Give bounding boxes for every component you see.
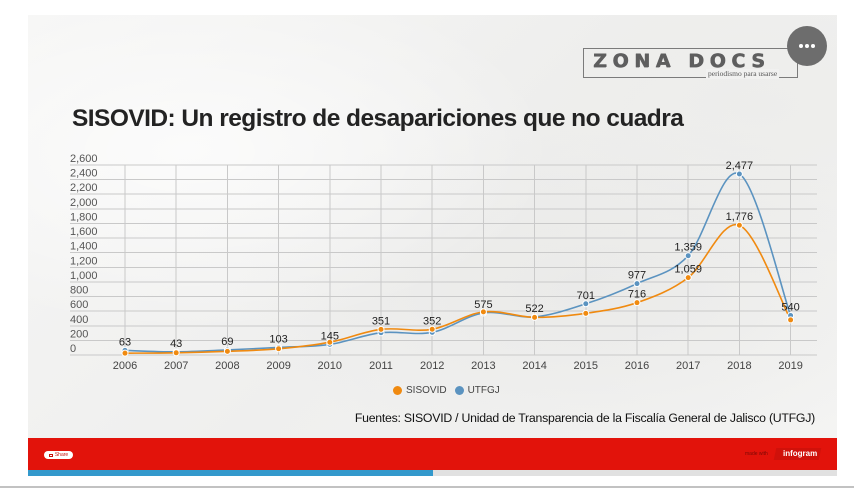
data-point-sisovid — [428, 325, 436, 333]
data-point-sisovid — [275, 345, 283, 353]
ellipsis-icon-dot — [805, 44, 809, 48]
ellipsis-icon-dot — [799, 44, 803, 48]
y-tick-label: 2,400 — [70, 168, 98, 180]
x-tick-label: 2012 — [420, 360, 444, 372]
x-tick-label: 2007 — [164, 360, 188, 372]
y-tick-label: 600 — [70, 299, 88, 311]
data-point-utfgj — [633, 280, 641, 288]
data-label-utfgj: 145 — [321, 330, 339, 342]
data-point-utfgj — [735, 170, 743, 178]
data-point-utfgj — [582, 300, 590, 308]
y-tick-label: 2,600 — [70, 153, 98, 165]
data-label-sisovid: 1,776 — [726, 211, 754, 223]
data-point-sisovid — [531, 313, 539, 321]
legend-label: UTFGJ — [467, 385, 500, 396]
data-point-sisovid — [582, 309, 590, 317]
share-icon — [48, 453, 53, 457]
y-tick-label: 1,200 — [70, 255, 98, 267]
made-with-text: made with — [745, 451, 768, 457]
data-label-utfgj: 63 — [119, 336, 131, 348]
legend-dot-icon — [393, 386, 402, 395]
data-point-sisovid — [223, 347, 231, 355]
logo-name: ZONA DOCS — [593, 50, 771, 72]
footer-bar: Share made with infogram — [28, 438, 837, 470]
x-tick-label: 2017 — [676, 360, 700, 372]
data-label-sisovid: 352 — [423, 315, 441, 327]
share-button[interactable]: Share — [44, 451, 73, 459]
data-point-sisovid — [479, 308, 487, 316]
data-label-utfgj: 575 — [474, 299, 492, 311]
x-tick-label: 2009 — [266, 360, 290, 372]
data-label-sisovid: 716 — [628, 289, 646, 301]
data-point-utfgj — [684, 252, 692, 260]
data-point-sisovid — [326, 338, 334, 346]
data-label-sisovid: 1,059 — [674, 264, 702, 276]
y-tick-label: 800 — [70, 285, 88, 297]
data-label-utfgj: 977 — [628, 270, 646, 282]
more-options-button[interactable] — [787, 26, 827, 66]
x-tick-label: 2018 — [727, 360, 751, 372]
x-tick-label: 2008 — [215, 360, 239, 372]
data-label-utfgj: 69 — [221, 336, 233, 348]
x-tick-label: 2006 — [113, 360, 137, 372]
y-tick-label: 400 — [70, 314, 88, 326]
x-tick-label: 2014 — [522, 360, 546, 372]
data-point-sisovid — [172, 349, 180, 357]
legend-item-utfgj[interactable]: UTFGJ — [454, 385, 500, 396]
data-label-sisovid: 351 — [372, 315, 390, 327]
legend-dot-icon — [454, 386, 464, 395]
data-point-sisovid — [787, 316, 795, 324]
data-label-utfgj: 2,477 — [726, 160, 754, 172]
x-tick-label: 2013 — [471, 360, 495, 372]
data-label-utfgj: 701 — [577, 290, 595, 302]
logo-tagline: periodismo para usarse — [706, 69, 780, 79]
y-tick-label: 2,200 — [70, 182, 98, 194]
y-tick-label: 1,000 — [70, 270, 98, 282]
x-tick-label: 2016 — [625, 360, 649, 372]
y-tick-label: 0 — [70, 343, 76, 355]
data-label-utfgj: 103 — [269, 333, 287, 345]
chart-title: SISOVID: Un registro de desapariciones q… — [72, 105, 684, 132]
data-point-sisovid — [377, 325, 385, 333]
series-line-sisovid — [124, 223, 792, 354]
x-tick-label: 2019 — [778, 360, 802, 372]
progress-bar — [28, 470, 837, 476]
legend-label: SISOVID — [406, 385, 447, 396]
ellipsis-icon-dot — [811, 44, 815, 48]
y-tick-label: 2,000 — [70, 197, 98, 209]
data-label-utfgj: 522 — [525, 303, 543, 315]
data-point-sisovid — [633, 299, 641, 307]
y-tick-label: 200 — [70, 328, 88, 340]
x-tick-label: 2011 — [369, 360, 393, 372]
sources-note: Fuentes: SISOVID / Unidad de Transparenc… — [354, 411, 815, 425]
data-label-utfgj: 1,359 — [674, 242, 702, 254]
bottom-divider — [0, 486, 854, 488]
legend-item-sisovid[interactable]: SISOVID — [393, 385, 447, 396]
data-point-sisovid — [735, 221, 743, 229]
data-label-utfgj: 540 — [781, 302, 799, 314]
y-tick-label: 1,600 — [70, 226, 98, 238]
y-tick-label: 1,400 — [70, 241, 98, 253]
data-label-utfgj: 43 — [170, 338, 182, 350]
data-point-sisovid — [121, 349, 129, 357]
data-point-sisovid — [684, 274, 692, 282]
share-label: Share — [54, 452, 69, 458]
series-line-utfgj — [124, 172, 792, 353]
x-tick-label: 2010 — [318, 360, 342, 372]
chart-legend: SISOVID UTFGJ — [393, 385, 508, 396]
infogram-logo-text: infogram — [783, 449, 818, 458]
y-tick-label: 1,800 — [70, 211, 98, 223]
progress-fill — [28, 470, 433, 476]
x-tick-label: 2015 — [574, 360, 598, 372]
